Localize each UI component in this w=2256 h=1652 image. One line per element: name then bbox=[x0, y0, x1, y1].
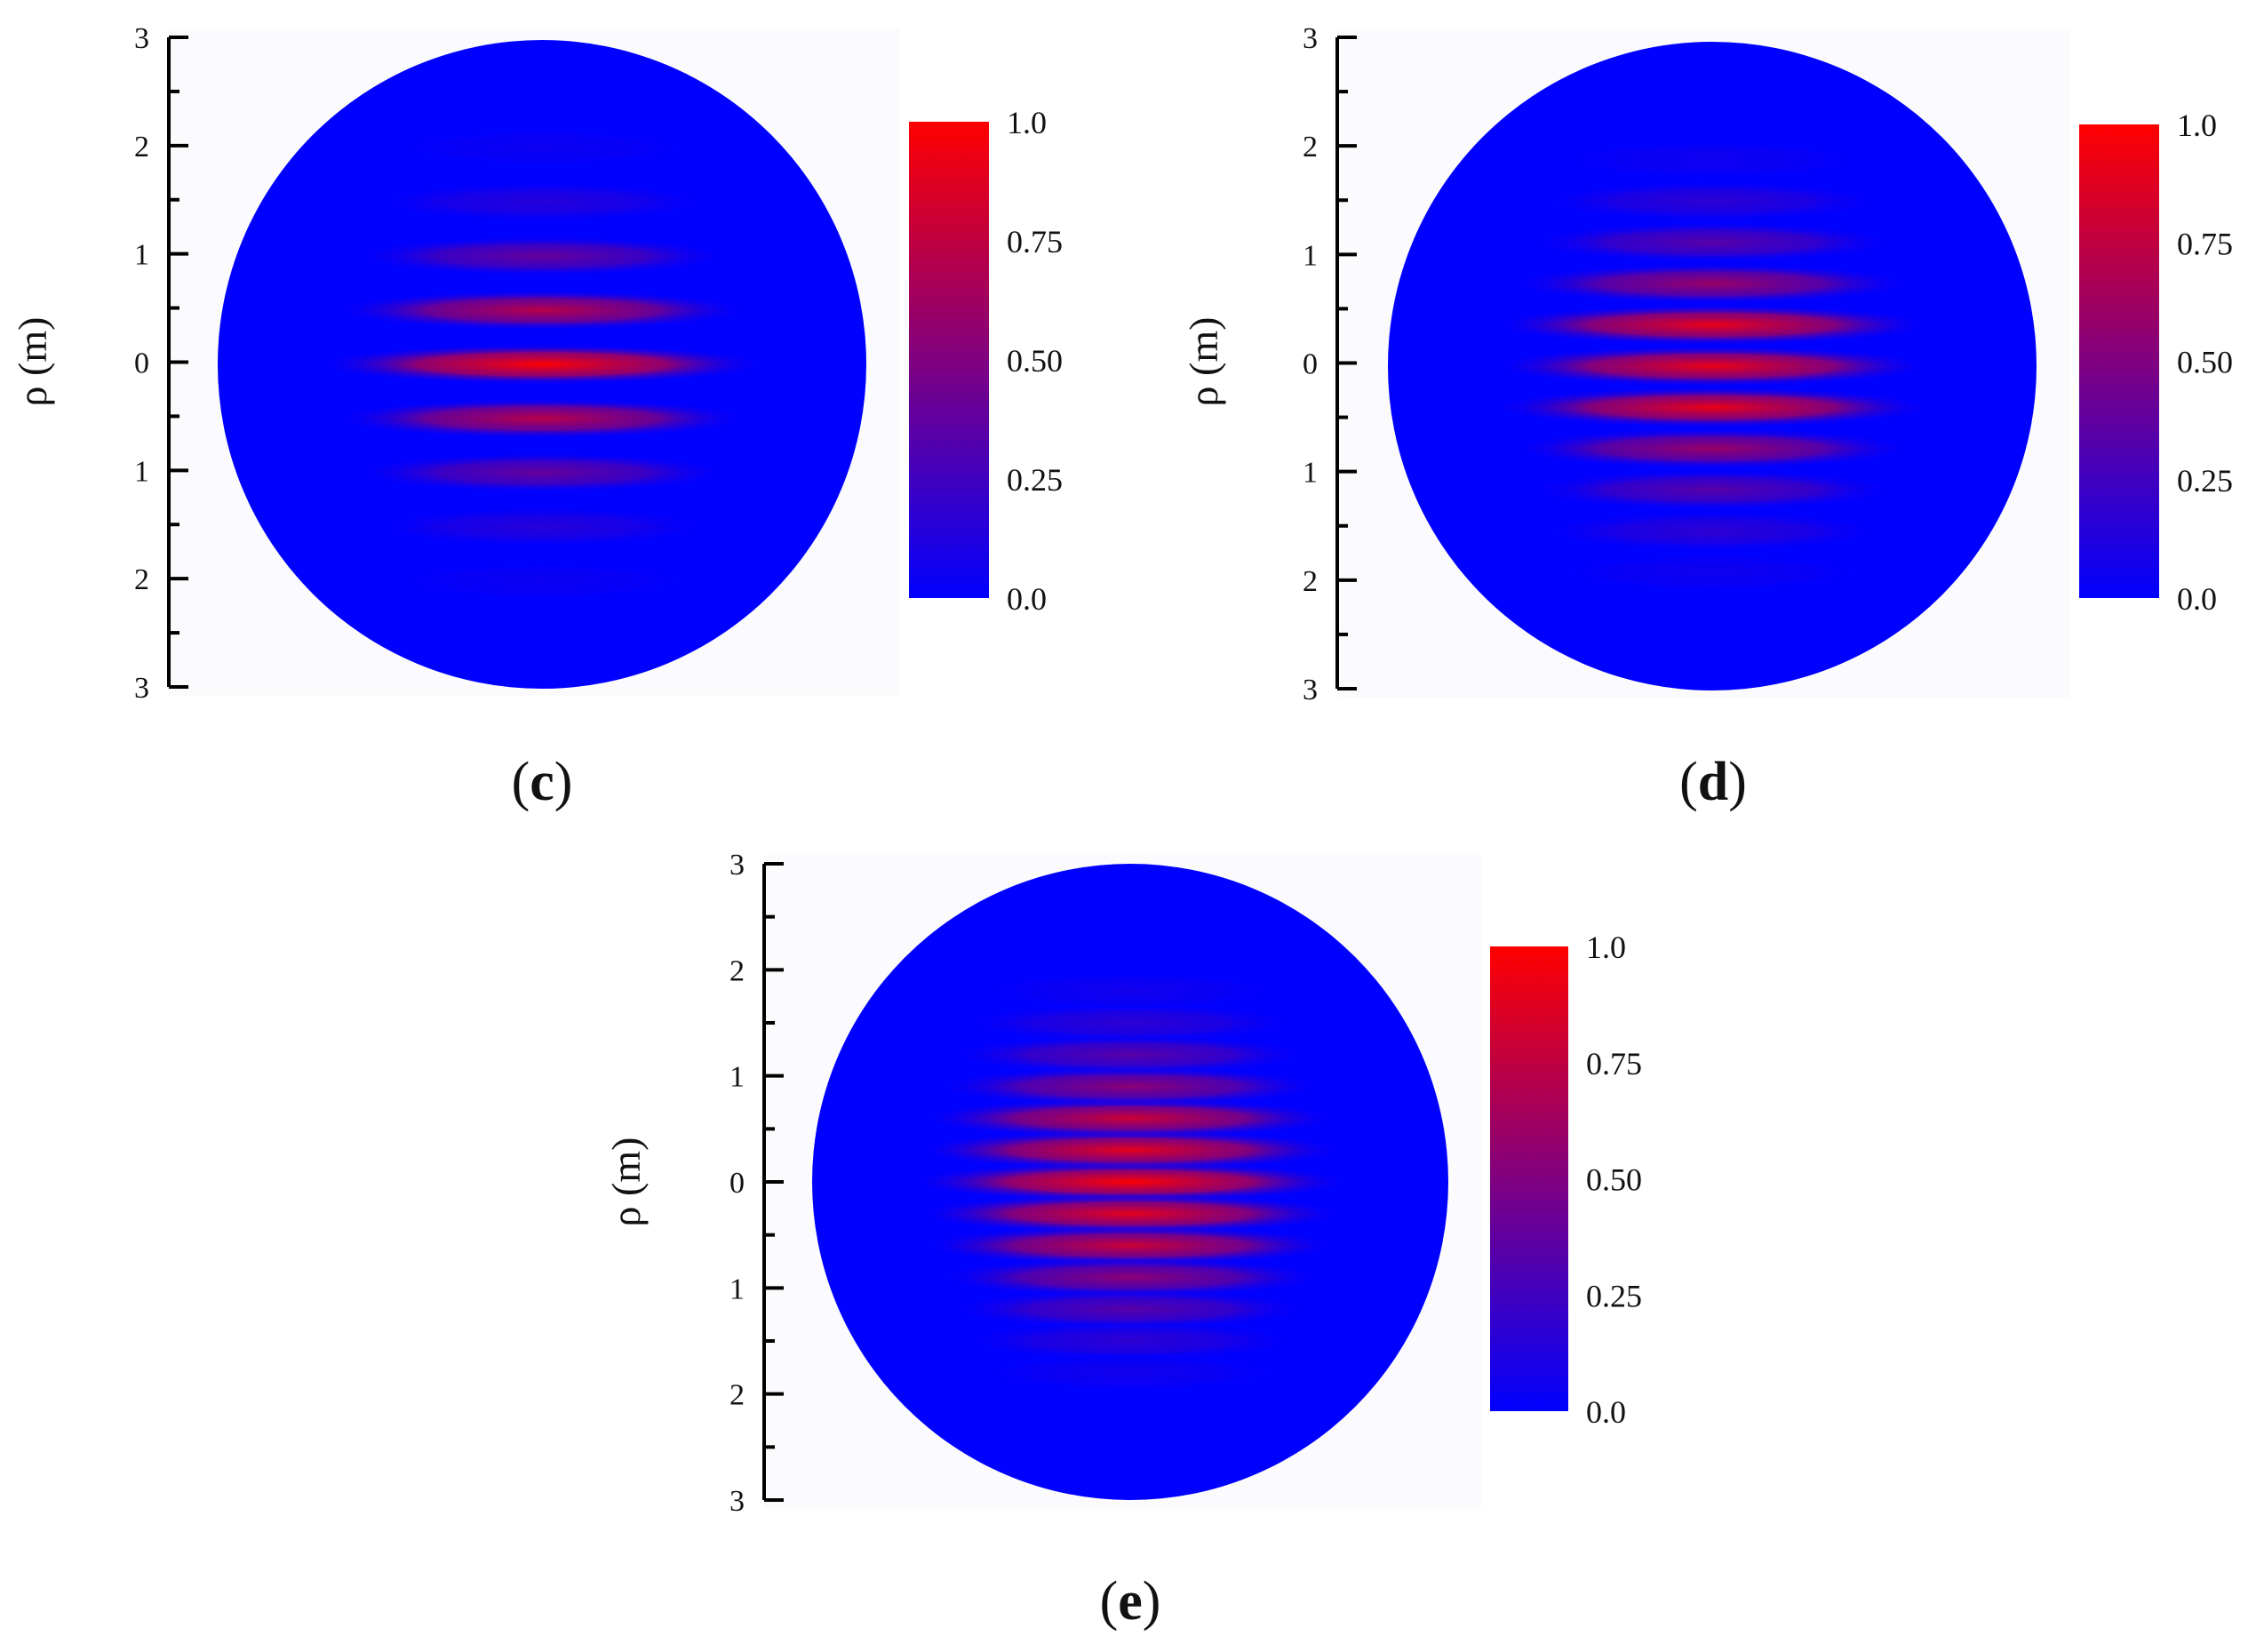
y-axis-label: ρ (m) bbox=[1181, 317, 1226, 407]
y-tick-label: 2 bbox=[729, 1379, 745, 1412]
fringe bbox=[1533, 510, 1892, 552]
y-tick-label: 3 bbox=[134, 22, 149, 55]
fringe bbox=[919, 1225, 1342, 1266]
colorbar-tick-label: 0.0 bbox=[1586, 1394, 1626, 1430]
fringe bbox=[349, 235, 735, 277]
y-tick-label: 2 bbox=[134, 131, 149, 164]
fringe bbox=[954, 1321, 1306, 1361]
colorbar: 1.0 0.75 0.50 0.25 0.0 bbox=[2079, 108, 2233, 617]
panel-d: 3 2 1 0 1 2 3 ρ (m) 1.0 0.75 0.50 0.25 0.0 (d) bbox=[1181, 22, 2233, 812]
y-tick-label: 3 bbox=[729, 849, 745, 882]
y-tick-label: 0 bbox=[134, 347, 149, 380]
colorbar-tick-label: 0.50 bbox=[1586, 1162, 1642, 1198]
fringe bbox=[945, 1034, 1316, 1075]
fringe bbox=[919, 1097, 1342, 1139]
y-tick-label: 2 bbox=[729, 954, 745, 987]
fringe bbox=[913, 1193, 1348, 1234]
fringe bbox=[1540, 139, 1885, 181]
colorbar: 1.0 0.75 0.50 0.25 0.0 bbox=[909, 105, 1063, 617]
y-tick-label: 2 bbox=[134, 563, 149, 596]
fringe-group bbox=[907, 970, 1353, 1393]
panel-label: (c) bbox=[512, 752, 573, 812]
y-axis: 3 2 1 0 1 2 3 ρ (m) bbox=[603, 849, 784, 1518]
y-tick-label: 1 bbox=[134, 239, 149, 272]
colorbar-gradient bbox=[1490, 946, 1568, 1411]
colorbar-tick-label: 0.50 bbox=[1007, 343, 1063, 379]
y-tick-label: 1 bbox=[134, 455, 149, 488]
colorbar-tick-label: 0.0 bbox=[1007, 581, 1047, 617]
fringe bbox=[315, 343, 769, 386]
fringe bbox=[961, 1353, 1300, 1393]
fringe bbox=[364, 181, 720, 223]
colorbar-tick-label: 0.25 bbox=[1007, 462, 1063, 498]
y-tick-label: 3 bbox=[1303, 22, 1318, 55]
fringe-group bbox=[1489, 139, 1935, 594]
fringe bbox=[1489, 345, 1935, 387]
colorbar-tick-label: 1.0 bbox=[1007, 105, 1047, 140]
panel-label: (d) bbox=[1679, 752, 1747, 812]
colorbar-tick-label: 1.0 bbox=[1586, 930, 1626, 965]
fringe bbox=[1508, 262, 1917, 305]
fringe-group bbox=[315, 127, 769, 602]
colorbar-tick-label: 0.50 bbox=[2177, 345, 2233, 380]
colorbar-gradient bbox=[2079, 124, 2159, 598]
y-tick-label: 2 bbox=[1303, 131, 1318, 164]
panel-label: (e) bbox=[1100, 1571, 1161, 1632]
fringe bbox=[331, 289, 753, 331]
y-axis: 3 2 1 0 1 2 3 ρ (m) bbox=[1181, 22, 1357, 706]
colorbar-tick-label: 0.0 bbox=[2177, 581, 2217, 617]
fringe bbox=[961, 970, 1300, 1011]
fringe bbox=[1540, 551, 1885, 594]
y-tick-label: 3 bbox=[134, 672, 149, 705]
y-tick-label: 1 bbox=[1303, 239, 1318, 272]
fringe bbox=[1533, 180, 1892, 222]
y-tick-label: 2 bbox=[1303, 565, 1318, 598]
fringe bbox=[370, 560, 714, 602]
y-axis: 3 2 1 0 1 2 3 ρ (m) bbox=[10, 22, 188, 705]
y-tick-label: 0 bbox=[729, 1167, 745, 1200]
colorbar-tick-label: 1.0 bbox=[2177, 108, 2217, 143]
fringe bbox=[364, 506, 720, 547]
colorbar-tick-label: 0.25 bbox=[2177, 463, 2233, 499]
fringe bbox=[349, 451, 735, 493]
colorbar-tick-label: 0.75 bbox=[1007, 224, 1063, 259]
fringe bbox=[1489, 387, 1935, 428]
colorbar-gradient bbox=[909, 122, 989, 598]
fringe bbox=[933, 1065, 1327, 1107]
fringe bbox=[933, 1257, 1327, 1298]
fringe bbox=[907, 1161, 1353, 1202]
y-tick-label: 3 bbox=[729, 1485, 745, 1518]
fringe bbox=[945, 1289, 1316, 1329]
fringe bbox=[1508, 427, 1917, 470]
colorbar-tick-label: 0.75 bbox=[2177, 226, 2233, 261]
fringe bbox=[1489, 304, 1935, 346]
fringe bbox=[1523, 221, 1901, 263]
panel-e: 3 2 1 0 1 2 3 ρ (m) 1.0 0.75 0.50 0.25 0.0 (e) bbox=[603, 849, 1642, 1632]
fringe bbox=[1523, 469, 1901, 511]
colorbar: 1.0 0.75 0.50 0.25 0.0 bbox=[1490, 930, 1642, 1430]
y-tick-label: 3 bbox=[1303, 674, 1318, 706]
y-tick-label: 1 bbox=[729, 1273, 745, 1305]
fringe bbox=[331, 397, 753, 440]
y-tick-label: 1 bbox=[729, 1061, 745, 1094]
colorbar-tick-label: 0.75 bbox=[1586, 1046, 1642, 1081]
y-axis-label: ρ (m) bbox=[603, 1137, 649, 1227]
fringe bbox=[913, 1129, 1348, 1170]
panel-c: 3 2 1 0 1 2 3 ρ (m) 1.0 0.75 0.50 0.25 0.0 (c) bbox=[10, 22, 1063, 812]
colorbar-tick-label: 0.25 bbox=[1586, 1278, 1642, 1313]
fringe bbox=[954, 1002, 1306, 1043]
y-tick-label: 1 bbox=[1303, 457, 1318, 490]
y-axis-label: ρ (m) bbox=[10, 317, 55, 407]
y-tick-label: 0 bbox=[1303, 348, 1318, 381]
fringe bbox=[370, 127, 714, 169]
